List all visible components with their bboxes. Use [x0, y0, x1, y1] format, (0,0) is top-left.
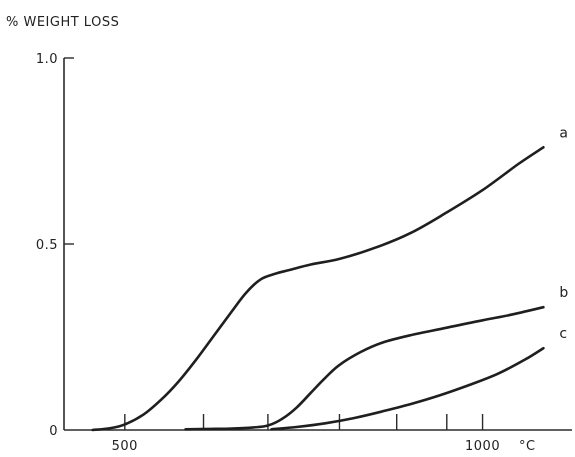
- x-unit-label: °C: [519, 439, 536, 454]
- series-b-line: [184, 305, 545, 431]
- curve-labels: a b c: [559, 125, 568, 342]
- x-tick-label: 500: [112, 439, 138, 454]
- y-axis-title: % WEIGHT LOSS: [6, 15, 119, 30]
- x-tick-label: 1000: [465, 439, 500, 454]
- tick-labels: 0 0.5 1.0 500 1000: [36, 52, 500, 454]
- ticks: [64, 57, 484, 430]
- curves: [91, 146, 545, 432]
- series-b-label: b: [559, 285, 568, 301]
- series-c-line: [270, 346, 545, 431]
- y-tick-label: 0: [49, 424, 58, 439]
- y-tick-label: 1.0: [36, 52, 58, 67]
- series-c-label: c: [559, 326, 567, 342]
- series-a-label: a: [559, 125, 568, 141]
- series-a-line: [91, 146, 545, 432]
- y-tick-label: 0.5: [36, 238, 58, 253]
